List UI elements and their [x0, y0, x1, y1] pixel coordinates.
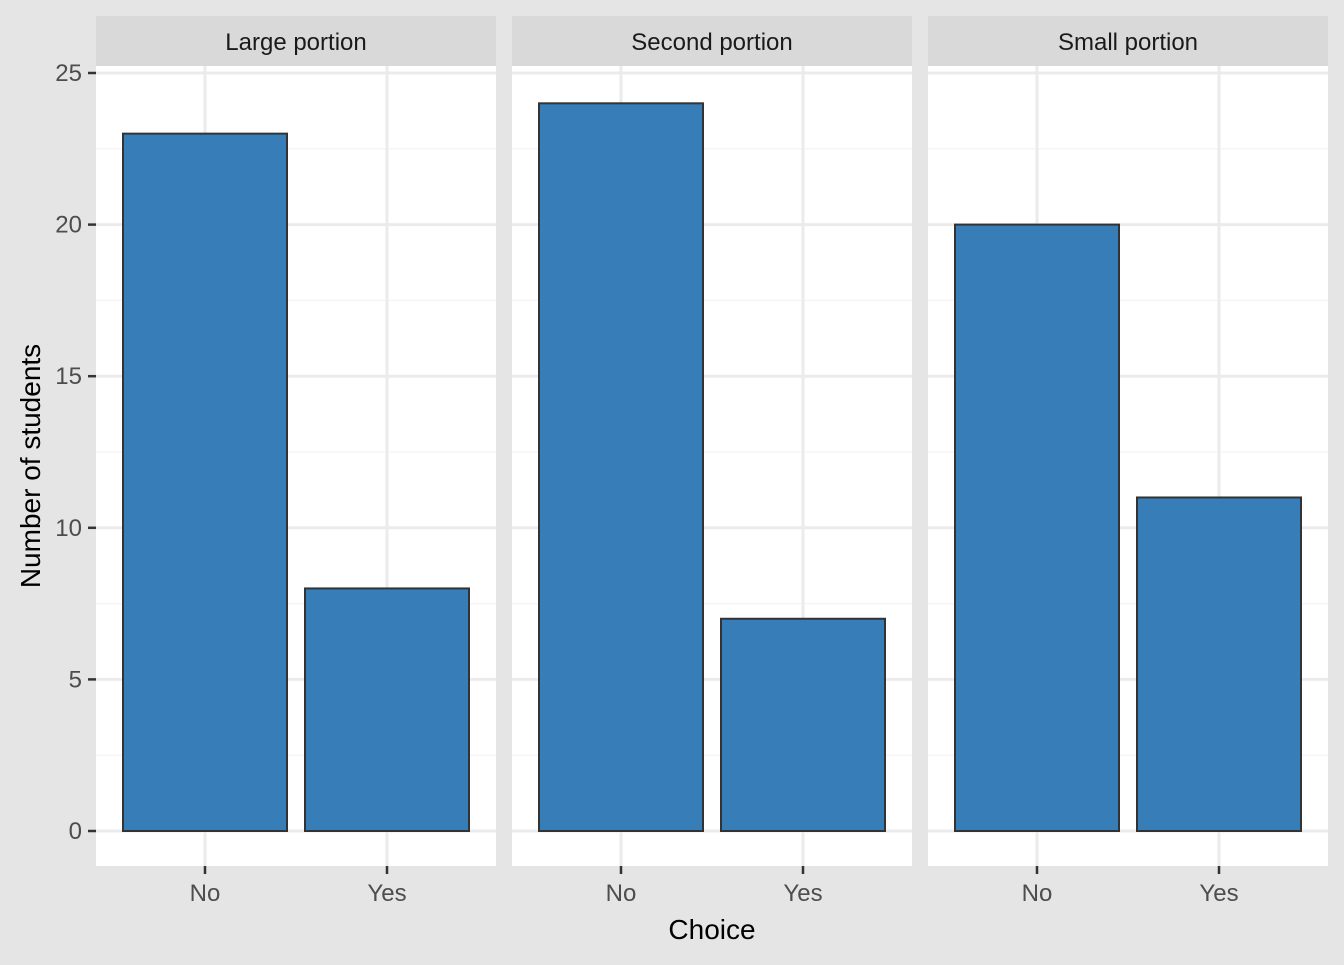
y-axis-title: Number of students	[15, 344, 46, 588]
x-tick-label: No	[606, 880, 637, 907]
bar-yes	[1136, 496, 1302, 832]
bar-no	[954, 223, 1120, 833]
bar-yes	[720, 617, 886, 833]
facet-panel: Second portion	[512, 16, 912, 866]
y-tick-label: 15	[55, 363, 82, 390]
facet-strip	[928, 16, 1328, 66]
panels: Large portion Second portion Small portion	[96, 16, 1328, 866]
y-tick-label: 25	[55, 60, 82, 87]
facet-strip-label: Large portion	[225, 29, 366, 56]
facet-strip	[96, 16, 496, 66]
bar-yes	[304, 587, 470, 832]
facet-panel: Small portion	[928, 16, 1328, 866]
x-tick-label: Yes	[783, 880, 822, 907]
facet-strip-label: Second portion	[631, 29, 792, 56]
facet-panel: Large portion	[96, 16, 496, 866]
bar-no	[538, 102, 704, 832]
x-tick-label: No	[190, 880, 221, 907]
x-tick-label: No	[1022, 880, 1053, 907]
x-tick-label: Yes	[1199, 880, 1238, 907]
x-axis-title: Choice	[668, 914, 755, 945]
y-tick-label: 10	[55, 515, 82, 542]
y-tick-label: 0	[69, 818, 82, 845]
facet-strip	[512, 16, 912, 66]
facet-strip-label: Small portion	[1058, 29, 1198, 56]
y-tick-label: 20	[55, 212, 82, 239]
x-tick-label: Yes	[367, 880, 406, 907]
y-tick-label: 5	[69, 666, 82, 693]
axes: No Yes No Yes No Yes 0 5 10 15 20 25	[55, 60, 1238, 907]
bar-no	[122, 132, 288, 832]
